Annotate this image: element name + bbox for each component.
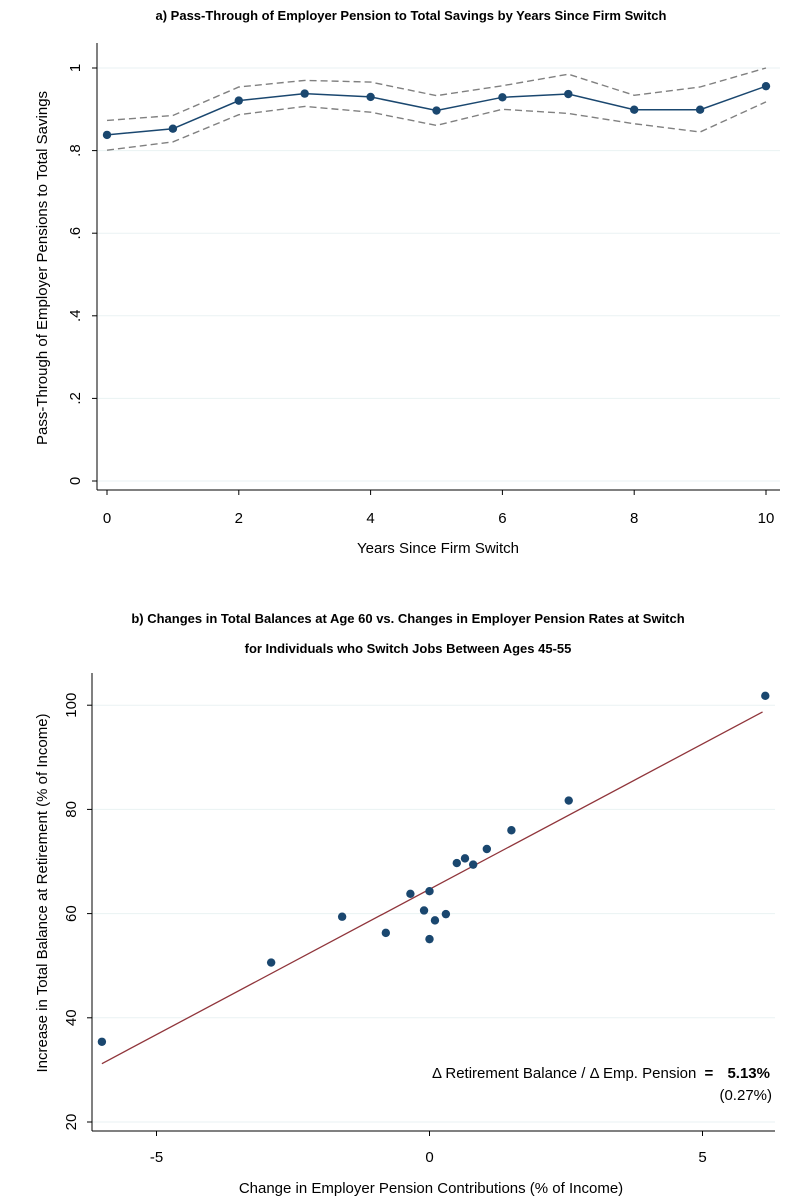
panel-b-x-tick-label: 5 — [698, 1149, 706, 1166]
panel-a-point — [366, 92, 375, 102]
panel-b: b) Changes in Total Balances at Age 60 v… — [34, 611, 775, 1197]
panel-a-x-tick-label: 2 — [235, 510, 243, 527]
panel-b-point — [761, 691, 770, 701]
annotation-std-error: (0.27%) — [719, 1087, 772, 1104]
panel-b-point — [564, 796, 573, 805]
panel-b-point — [406, 889, 415, 899]
panel-a-y-tick-label: .6 — [67, 227, 84, 240]
panel-b-tick-labels: 20 40 60 80 100 -5 0 5 — [63, 693, 707, 1166]
panel-a-x-axis-label: Years Since Firm Switch — [357, 540, 519, 557]
panel-a-y-tick-label: .4 — [67, 310, 84, 323]
panel-b-y-axis-label: Increase in Total Balance at Retirement … — [34, 713, 51, 1072]
panel-a-gridlines — [97, 67, 780, 482]
panel-b-gridlines — [92, 704, 775, 1123]
panel-b-subtitle: for Individuals who Switch Jobs Between … — [245, 641, 572, 656]
panel-b-point — [266, 958, 276, 967]
panel-a-y-tick-label: .8 — [67, 144, 84, 157]
panel-b-fit-line-group — [101, 711, 763, 1065]
panel-b-x-axis-label: Change in Employer Pension Contributions… — [239, 1180, 623, 1197]
panel-a-point — [168, 124, 178, 133]
annotation-ratio: Δ Retirement Balance / Δ Emp. Pension = … — [432, 1065, 770, 1082]
panel-a-x-tick-label: 4 — [366, 510, 374, 527]
panel-b-point — [425, 886, 434, 896]
panel-a-point — [564, 89, 573, 99]
annotation-equals: = — [705, 1065, 714, 1082]
panel-b-point — [97, 1037, 107, 1046]
panel-a: a) Pass-Through of Employer Pension to T… — [34, 8, 780, 557]
annotation-label: Δ Retirement Balance / Δ Emp. Pension — [432, 1065, 696, 1082]
panel-b-y-tick-label: 60 — [63, 905, 80, 922]
panel-b-point — [441, 909, 451, 919]
panel-b-point — [425, 934, 434, 944]
panel-b-point — [460, 854, 470, 863]
panel-a-point — [234, 96, 243, 105]
panel-b-point — [419, 906, 429, 915]
panel-a-y-tick-label: .2 — [67, 392, 84, 405]
panel-b-point — [507, 826, 516, 835]
panel-a-x-tick-label: 10 — [758, 510, 775, 527]
panel-a-point — [102, 130, 112, 140]
panel-a-point — [300, 89, 309, 98]
panel-b-point — [337, 912, 347, 921]
panel-a-x-tick-label: 8 — [630, 510, 638, 527]
panel-a-series — [102, 67, 771, 151]
panel-a-point — [695, 105, 705, 114]
panel-a-series-ci-upper — [106, 67, 767, 122]
panel-b-axes — [91, 673, 775, 1132]
panel-b-x-tick-label: -5 — [150, 1149, 163, 1166]
panel-b-point — [381, 928, 391, 938]
panel-b-point — [452, 858, 461, 868]
panel-a-y-tick-label: 1 — [67, 64, 84, 72]
panel-b-y-tick-label: 100 — [63, 693, 80, 718]
panel-b-points — [97, 691, 770, 1046]
annotation-value: 5.13% — [727, 1065, 770, 1082]
panel-b-y-tick-label: 80 — [63, 801, 80, 818]
panel-b-x-tick-label: 0 — [425, 1149, 433, 1166]
panel-a-point — [630, 105, 639, 114]
panel-a-point — [432, 106, 441, 115]
panel-a-point — [498, 93, 507, 102]
panel-a-x-tick-label: 6 — [498, 510, 506, 527]
panel-a-point — [761, 81, 771, 91]
panel-b-y-tick-label: 20 — [63, 1114, 80, 1131]
panel-b-point — [430, 916, 440, 925]
panel-b-point — [482, 844, 492, 854]
panel-a-y-tick-label: 0 — [67, 477, 84, 485]
panel-a-series-ci-lower — [106, 101, 767, 151]
panel-b-title: b) Changes in Total Balances at Age 60 v… — [131, 611, 684, 626]
panel-b-fit-line — [101, 711, 763, 1065]
panel-a-axes — [96, 43, 780, 491]
panel-b-point — [468, 860, 478, 869]
panel-a-y-axis-label: Pass-Through of Employer Pensions to Tot… — [34, 91, 51, 445]
panel-a-x-tick-label: 0 — [103, 510, 111, 527]
panel-a-title: a) Pass-Through of Employer Pension to T… — [156, 8, 667, 23]
panel-b-y-tick-label: 40 — [63, 1009, 80, 1026]
panel-a-tick-labels: 0.2.4.6.810 2 4 6 8 10 — [67, 64, 774, 527]
